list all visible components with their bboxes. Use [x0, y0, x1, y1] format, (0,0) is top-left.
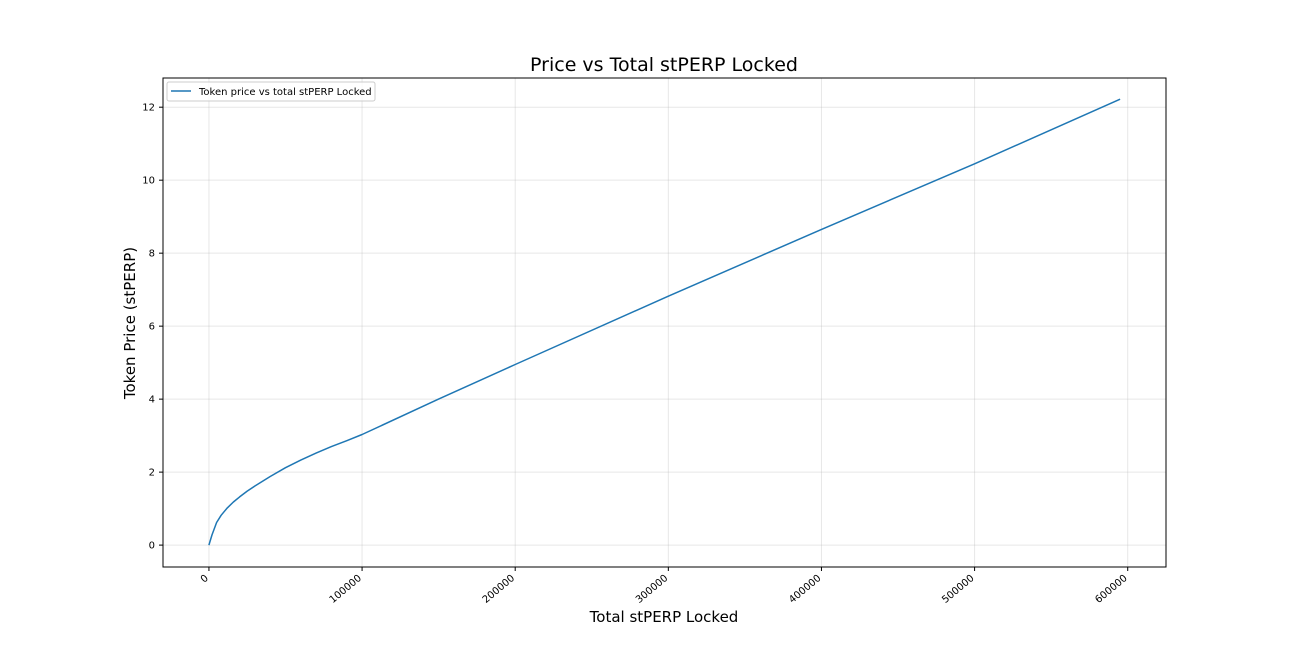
y-axis-label: Token Price (stPERP): [121, 247, 139, 400]
y-tick-label: 10: [142, 176, 155, 187]
series-layer: [208, 98, 1121, 546]
x-axis-label: Total stPERP Locked: [589, 608, 739, 626]
series-line-0: [208, 98, 1121, 546]
legend-entry: Token price vs total stPERP Locked: [198, 87, 372, 98]
plot-frame: [162, 77, 1167, 568]
y-tick-label: 6: [149, 322, 155, 333]
y-tick-label: 4: [149, 395, 155, 406]
y-tick-label: 2: [149, 468, 155, 479]
x-tick-label: 0: [199, 573, 211, 586]
y-tick-label: 0: [149, 541, 155, 552]
y-axis-ticks: 0 2 4 6 8 10 12: [142, 103, 163, 552]
legend-box: [166, 81, 376, 102]
y-tick-label: 8: [149, 249, 155, 260]
chart-title: Price vs Total stPERP Locked: [530, 54, 798, 76]
grid: [163, 78, 1166, 567]
legend: Token price vs total stPERP Locked: [166, 81, 376, 102]
y-tick-label: 12: [142, 103, 155, 114]
